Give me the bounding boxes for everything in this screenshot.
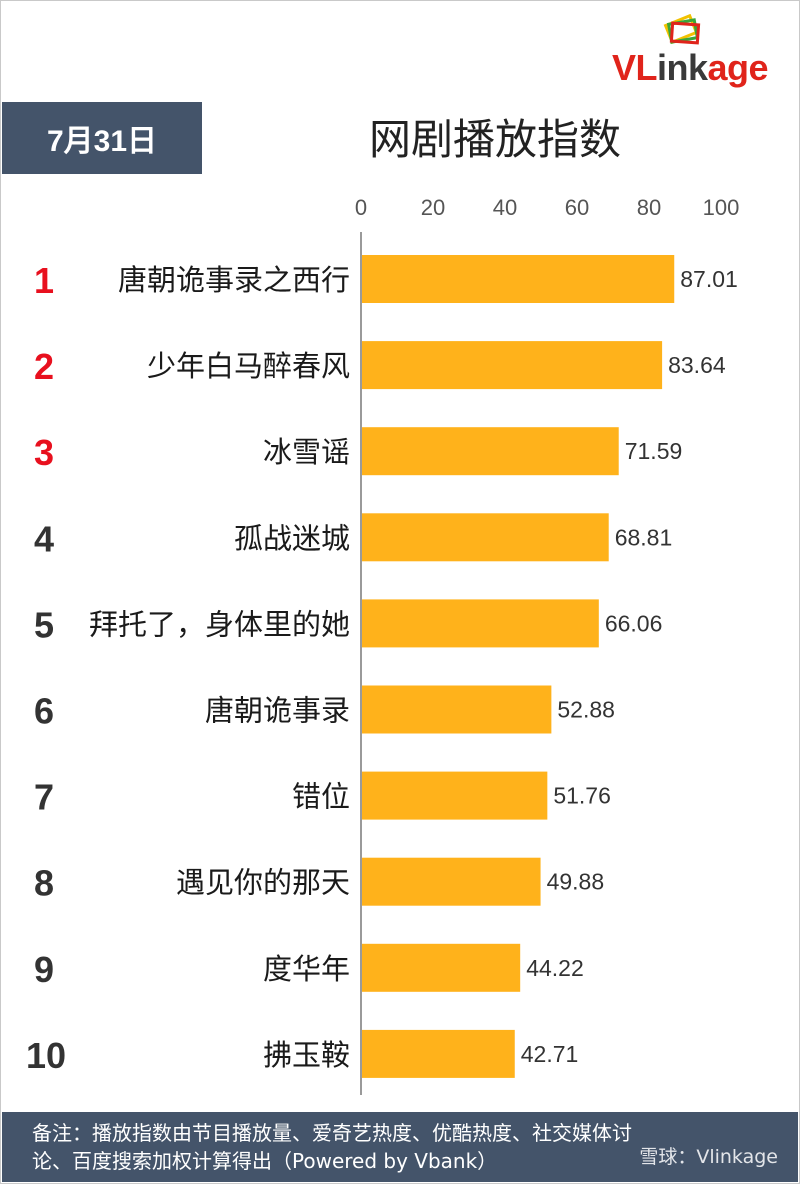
bar xyxy=(362,599,599,648)
bar xyxy=(362,685,552,734)
bar-value-label: 83.64 xyxy=(668,352,726,378)
rank-number: 10 xyxy=(26,1035,66,1076)
bar-chart: 0 20 40 60 80 100 87.01 唐朝诡事录之西行 1 83.64 少年白马醉春风 2 7… xyxy=(26,195,740,1095)
category-label: 错位 xyxy=(292,780,350,814)
category-label: 少年白马醉春风 xyxy=(147,349,350,383)
rank-number: 6 xyxy=(34,691,54,732)
x-tick-label: 80 xyxy=(637,195,661,220)
rank-number: 7 xyxy=(34,777,54,818)
bar xyxy=(362,341,663,390)
bar xyxy=(362,255,675,303)
rank-number: 4 xyxy=(34,518,54,559)
rank-number: 5 xyxy=(34,604,54,645)
category-label: 唐朝诡事录 xyxy=(205,694,350,728)
bar-value-label: 42.71 xyxy=(521,1041,579,1067)
rank-number: 1 xyxy=(34,260,54,301)
bar xyxy=(362,857,541,906)
bar-value-label: 71.59 xyxy=(625,438,683,464)
bar xyxy=(362,1029,515,1078)
x-tick-label: 40 xyxy=(493,195,517,220)
category-label: 度华年 xyxy=(263,952,350,986)
footnote-line-2: 论、百度搜索加权计算得出（Powered by Vbank） xyxy=(32,1149,498,1173)
bar-value-label: 52.88 xyxy=(557,697,615,723)
footnote-banner: 备注：播放指数由节目播放量、爱奇艺热度、优酷热度、社交媒体讨 论、百度搜索加权计… xyxy=(2,1112,798,1182)
category-label: 拂玉鞍 xyxy=(263,1038,350,1072)
x-tick-label: 60 xyxy=(565,195,589,220)
watermark: 雪球：Vlinkage xyxy=(639,1146,778,1168)
bar-value-label: 87.01 xyxy=(680,266,738,292)
x-tick-label: 0 xyxy=(355,195,367,220)
category-label: 遇见你的那天 xyxy=(176,866,350,900)
x-tick-label: 20 xyxy=(421,195,445,220)
rank-number: 8 xyxy=(34,863,54,904)
vlinkage-logo: VLinkage xyxy=(612,14,794,88)
bar xyxy=(362,771,548,820)
logo-wordmark: VLinkage xyxy=(612,47,769,88)
category-label: 拜托了，身体里的她 xyxy=(89,607,350,641)
date-badge: 7月31日 xyxy=(2,102,202,174)
bar-value-label: 51.76 xyxy=(553,783,611,809)
logo-cards-icon xyxy=(663,14,701,45)
x-tick-label: 100 xyxy=(703,195,740,220)
category-label: 冰雪谣 xyxy=(263,435,350,469)
category-label: 孤战迷城 xyxy=(234,521,350,555)
rank-number: 3 xyxy=(34,432,54,473)
category-label: 唐朝诡事录之西行 xyxy=(118,263,350,297)
footnote-line-1: 备注：播放指数由节目播放量、爱奇艺热度、优酷热度、社交媒体讨 xyxy=(32,1121,632,1145)
bar-value-label: 49.88 xyxy=(547,869,605,895)
bar-value-label: 44.22 xyxy=(526,955,584,981)
bar xyxy=(362,427,619,476)
rank-number: 2 xyxy=(34,346,54,387)
chart-title: 网剧播放指数 xyxy=(368,115,621,164)
rank-number: 9 xyxy=(34,949,54,990)
bar xyxy=(362,513,609,562)
bar-value-label: 68.81 xyxy=(615,524,673,550)
bar-value-label: 66.06 xyxy=(605,610,663,636)
bar xyxy=(362,943,521,992)
